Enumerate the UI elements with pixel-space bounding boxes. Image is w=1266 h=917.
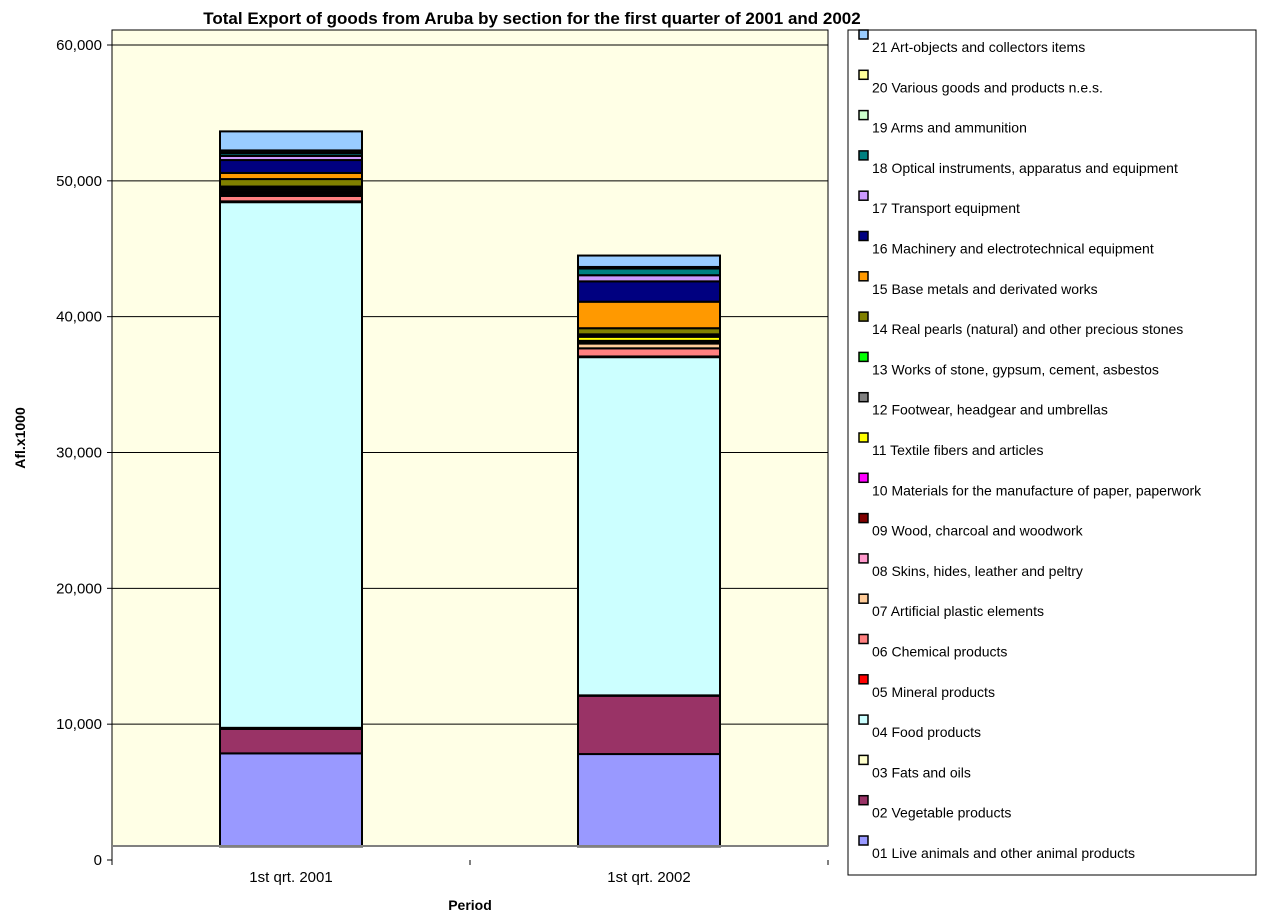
y-tick-label: 60,000 (56, 37, 102, 54)
legend-swatch (858, 674, 869, 685)
legend: 21 Art-objects and collectors items 20 Va… (858, 29, 1202, 861)
y-axis-title: Afl.x1000 (12, 407, 28, 469)
y-tick-label: 50,000 (56, 173, 102, 190)
legend-swatch (858, 714, 869, 725)
bar-segment (219, 178, 363, 188)
bar-segment (577, 753, 721, 848)
legend-swatch (858, 512, 869, 524)
legend-swatch (858, 69, 869, 81)
bar-segment (219, 159, 363, 174)
legend-swatch (858, 835, 869, 846)
bar-segment (577, 280, 721, 303)
y-axis: 0 10,000 20,000 30,000 40,000 50,000 60,000 (56, 30, 113, 869)
y-tick-label: 30,000 (56, 445, 102, 462)
bar-segment (577, 300, 721, 330)
legend-label: 14 Real pearls (natural) and other preci… (872, 321, 1183, 337)
legend-swatch (858, 472, 869, 484)
legend-label: 11 Textile fibers and articles (872, 442, 1043, 458)
bar-segment (577, 694, 721, 756)
x-tick-label: 1st qrt. 2001 (249, 869, 332, 886)
legend-label: 19 Arms and ammunition (872, 120, 1027, 136)
y-tick-label: 40,000 (56, 309, 102, 326)
y-tick-label: 10,000 (56, 716, 102, 733)
legend-label: 10 Materials for the manufacture of pape… (872, 482, 1202, 498)
x-axis-title: Period (448, 897, 492, 913)
y-tick-label: 20,000 (56, 580, 102, 597)
legend-swatch (858, 633, 869, 645)
legend-swatch (858, 311, 869, 322)
bar-segment (219, 130, 363, 152)
legend-label: 09 Wood, charcoal and woodwork (872, 523, 1084, 539)
bar-segment (219, 752, 363, 848)
chart-title: Total Export of goods from Aruba by sect… (203, 9, 860, 28)
legend-swatch (858, 593, 869, 604)
legend-swatch (858, 351, 869, 363)
legend-label: 01 Live animals and other animal product… (872, 845, 1135, 861)
legend-swatch (858, 553, 869, 564)
legend-label: 17 Transport equipment (872, 200, 1020, 216)
y-tick-label: 0 (94, 852, 102, 869)
legend-label: 03 Fats and oils (872, 764, 971, 780)
legend-label: 18 Optical instruments, apparatus and eq… (872, 160, 1178, 176)
legend-swatch (858, 230, 869, 242)
legend-label: 20 Various goods and products n.e.s. (872, 79, 1103, 95)
x-axis: 1st qrt. 2001 1st qrt. 2002 (111, 845, 829, 886)
legend-label: 13 Works of stone, gypsum, cement, asbes… (872, 361, 1159, 377)
bar-segment (577, 356, 721, 697)
bar-segment (577, 254, 721, 268)
legend-swatch (858, 794, 869, 806)
legend-swatch (858, 391, 869, 403)
legend-label: 04 Food products (872, 724, 981, 740)
legend-box (847, 29, 1257, 876)
legend-swatch (858, 190, 869, 201)
legend-label: 02 Vegetable products (872, 805, 1011, 821)
legend-label: 16 Machinery and electrotechnical equipm… (872, 241, 1154, 257)
legend-label: 06 Chemical products (872, 644, 1007, 660)
bars (219, 130, 721, 848)
legend-label: 12 Footwear, headgear and umbrellas (872, 402, 1108, 418)
legend-swatch (858, 29, 869, 40)
legend-swatch (858, 109, 869, 121)
legend-label: 21 Art-objects and collectors items (872, 39, 1085, 55)
legend-swatch (858, 150, 869, 161)
legend-label: 08 Skins, hides, leather and peltry (872, 563, 1083, 579)
legend-label: 15 Base metals and derivated works (872, 281, 1098, 297)
bar-segment (577, 347, 721, 358)
legend-label: 07 Artificial plastic elements (872, 603, 1044, 619)
legend-swatch (858, 271, 869, 282)
legend-swatch (858, 432, 869, 443)
x-tick-label: 1st qrt. 2002 (607, 869, 690, 886)
legend-swatch (858, 754, 869, 766)
legend-label: 05 Mineral products (872, 684, 995, 700)
bar-segment (219, 201, 363, 729)
bar-segment (219, 727, 363, 755)
